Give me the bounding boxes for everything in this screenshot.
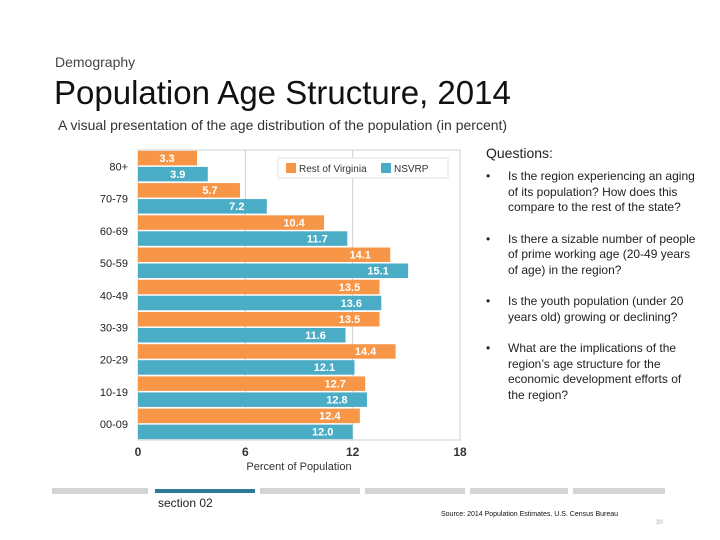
progress-segment (470, 488, 568, 494)
data-label-nsvrp: 11.6 (305, 330, 326, 342)
data-label-nsvrp: 12.8 (326, 394, 347, 406)
category-label: 30-39 (100, 322, 128, 334)
legend-swatch-nsvrp (381, 163, 391, 173)
category-label: 00-09 (100, 419, 128, 431)
questions-panel: Questions: Is the region experiencing an… (486, 145, 696, 403)
question-item: What are the implications of the region’… (486, 341, 696, 403)
section-progress-bar (52, 488, 668, 496)
data-label-rest-of-virginia: 13.5 (339, 282, 360, 294)
category-label: 80+ (109, 161, 128, 173)
bar-rest-of-virginia (138, 311, 380, 327)
questions-heading: Questions: (486, 145, 553, 161)
question-item: Is the youth population (under 20 years … (486, 294, 696, 325)
data-label-rest-of-virginia: 12.4 (319, 411, 341, 423)
bar-rest-of-virginia (138, 183, 240, 198)
data-label-rest-of-virginia: 14.1 (350, 250, 371, 262)
progress-segment (260, 488, 360, 494)
data-label-rest-of-virginia: 14.4 (355, 346, 377, 358)
x-tick-label: 12 (346, 445, 360, 459)
chart-legend: Rest of Virginia NSVRP (277, 157, 449, 179)
legend-label-rest-of-virginia: Rest of Virginia (299, 164, 367, 175)
x-tick-label: 6 (242, 445, 249, 459)
bar-nsvrp (138, 231, 348, 246)
category-label: 50-59 (100, 258, 128, 270)
questions-list: Is the region experiencing an aging of i… (486, 169, 696, 403)
page-number: 30 (656, 520, 663, 526)
x-tick-label: 0 (135, 445, 142, 459)
progress-segment (365, 488, 465, 494)
data-label-nsvrp: 7.2 (229, 201, 244, 213)
category-label: 40-49 (100, 290, 128, 302)
legend-box (277, 157, 449, 179)
category-label: 60-69 (100, 226, 128, 238)
page-title: Population Age Structure, 2014 (54, 74, 511, 111)
bar-rest-of-virginia (138, 344, 396, 359)
data-label-rest-of-virginia: 10.4 (283, 217, 305, 229)
category-label: 20-29 (100, 355, 128, 367)
age-structure-bar-chart: 0 6 12 18 Percent of Population 3.3 3.9 80+ 5.7 7… (100, 149, 467, 473)
category-label: 70-79 (100, 194, 128, 206)
page-subtitle: A visual presentation of the age distrib… (58, 117, 508, 133)
data-label-nsvrp: 12.0 (312, 427, 333, 439)
legend-label-nsvrp: NSVRP (394, 164, 429, 175)
data-label-rest-of-virginia: 12.7 (324, 378, 345, 390)
bar-rest-of-virginia (138, 150, 198, 166)
category-label: 10-19 (100, 387, 128, 399)
legend-swatch-rest-of-virginia (286, 163, 296, 173)
question-item: Is there a sizable number of people of p… (486, 232, 696, 279)
bar-nsvrp (138, 295, 382, 311)
bar-nsvrp (138, 263, 409, 279)
data-label-nsvrp: 13.6 (341, 298, 362, 310)
data-label-nsvrp: 12.1 (314, 362, 335, 374)
bar-nsvrp (138, 360, 355, 375)
question-item: Is the region experiencing an aging of i… (486, 169, 696, 216)
data-label-rest-of-virginia: 13.5 (339, 314, 360, 326)
progress-segment (573, 488, 665, 494)
bar-rest-of-virginia (138, 279, 380, 295)
bar-rest-of-virginia (138, 247, 391, 263)
progress-segment (52, 488, 148, 494)
bar-nsvrp (138, 166, 208, 182)
progress-segment-active (155, 489, 255, 493)
section-kicker: Demography (55, 54, 136, 70)
bar-nsvrp (138, 199, 267, 214)
data-label-nsvrp: 11.7 (307, 233, 328, 245)
data-label-nsvrp: 3.9 (170, 169, 185, 181)
bar-nsvrp (138, 327, 346, 343)
bar-rest-of-virginia (138, 408, 360, 424)
data-label-rest-of-virginia: 5.7 (202, 185, 217, 197)
x-axis-label: Percent of Population (246, 461, 351, 473)
bar-rest-of-virginia (138, 215, 325, 230)
bar-rest-of-virginia (138, 376, 366, 391)
bar-nsvrp (138, 392, 367, 407)
section-label: section 02 (158, 496, 213, 510)
data-label-nsvrp: 15.1 (367, 266, 388, 278)
bar-nsvrp (138, 424, 353, 440)
data-label-rest-of-virginia: 3.3 (159, 153, 174, 165)
x-tick-label: 18 (453, 445, 467, 459)
source-note: Source: 2014 Population Estimates. U.S. … (441, 511, 619, 518)
